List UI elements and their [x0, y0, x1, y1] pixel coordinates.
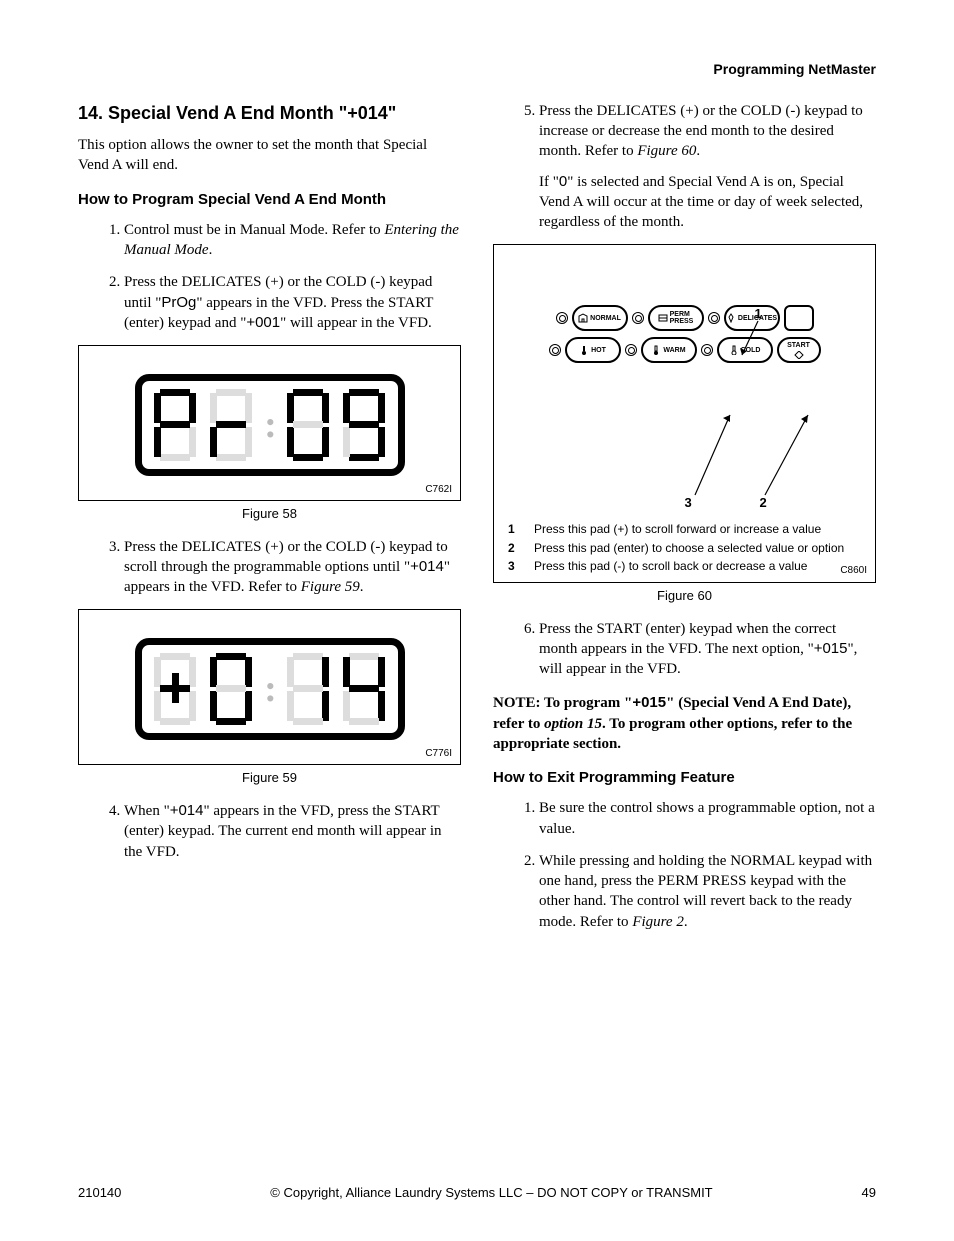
vfd-colon: : [264, 406, 275, 444]
exit-2-ref: Figure 2 [632, 914, 684, 930]
step-4: When "+014" appears in the VFD, press th… [124, 801, 461, 862]
step-5-indent-code: 0 [559, 173, 567, 190]
led-icon [549, 344, 561, 356]
seg-char-r [208, 389, 254, 461]
footer-mid: © Copyright, Alliance Laundry Systems LL… [270, 1184, 712, 1202]
step-2-text-c: " will appear in the VFD. [280, 315, 432, 331]
exit-step-1: Be sure the control shows a programmable… [539, 798, 876, 839]
subhead-exit: How to Exit Programming Feature [493, 768, 876, 788]
figure-58-caption: Figure 58 [78, 505, 461, 523]
figure-58-code: C762I [425, 483, 452, 497]
step-3-text-a: Press the DELICATES (+) or the COLD (-) … [124, 539, 448, 575]
step-1-text-a: Control must be in Manual Mode. Refer to [124, 222, 384, 238]
button-blank [784, 305, 814, 331]
callout-1: 1 [755, 305, 762, 323]
exit-2-b: . [684, 914, 688, 930]
seg-char-1 [285, 653, 331, 725]
step-5-text-a: Press the DELICATES (+) or the COLD (-) … [539, 103, 863, 160]
step-1-text-b: . [209, 242, 213, 258]
callout-2: 2 [760, 494, 767, 512]
note-code: +015 [632, 694, 666, 711]
led-icon [556, 312, 568, 324]
note-ref: option 15 [544, 716, 602, 732]
step-5-text-b: . [696, 143, 700, 159]
vfd-display-prog: : [135, 374, 405, 476]
seg-char-p [152, 389, 198, 461]
seg-char-4 [341, 653, 387, 725]
seg-char-g [341, 389, 387, 461]
led-icon [708, 312, 720, 324]
legend-num-2: 2 [508, 540, 522, 556]
button-normal: NORMAL [572, 305, 628, 331]
steps-list-right: Press the DELICATES (+) or the COLD (-) … [539, 101, 876, 233]
exit-step-2: While pressing and holding the NORMAL ke… [539, 851, 876, 932]
step-6-text-a: Press the START (enter) keypad when the … [539, 621, 836, 657]
step-3-code: +014 [410, 558, 444, 575]
led-icon [625, 344, 637, 356]
seg-char-o [285, 389, 331, 461]
steps-list-right-2: Press the START (enter) keypad when the … [539, 619, 876, 680]
step-2: Press the DELICATES (+) or the COLD (-) … [124, 272, 461, 333]
figure-60-caption: Figure 60 [493, 587, 876, 605]
steps-list-left-3: When "+014" appears in the VFD, press th… [124, 801, 461, 862]
step-1: Control must be in Manual Mode. Refer to… [124, 220, 461, 261]
left-column: 14. Special Vend A End Month "+014" This… [78, 101, 461, 944]
vfd-display-014: : [135, 638, 405, 740]
section-title: 14. Special Vend A End Month "+014" [106, 101, 461, 125]
step-5-indent: If "0" is selected and Special Vend A is… [539, 172, 876, 233]
step-5-ref: Figure 60 [637, 143, 696, 159]
right-column: Press the DELICATES (+) or the COLD (-) … [493, 101, 876, 944]
legend-text-2: Press this pad (enter) to choose a selec… [534, 540, 844, 556]
button-cold: COLD [717, 337, 773, 363]
step-5-indent-b: " is selected and Special Vend A is on, … [539, 174, 863, 231]
button-delicates: DELICATES [724, 305, 780, 331]
vfd-colon-2: : [264, 670, 275, 708]
button-hot: HOT [565, 337, 621, 363]
step-6-code: +015 [814, 640, 848, 657]
step-5-indent-a: If " [539, 174, 559, 190]
legend-text-3: Press this pad (-) to scroll back or dec… [534, 558, 807, 574]
note-a: NOTE: To program " [493, 695, 632, 711]
button-warm: WARM [641, 337, 697, 363]
seg-char-0 [208, 653, 254, 725]
step-4-code: +014 [170, 802, 204, 819]
step-4-text-a: When " [124, 803, 170, 819]
page-header: Programming NetMaster [78, 60, 876, 79]
footer-right: 49 [862, 1184, 876, 1202]
exit-steps: Be sure the control shows a programmable… [539, 798, 876, 932]
steps-list-left: Control must be in Manual Mode. Refer to… [124, 220, 461, 333]
button-perm-press: PERMPRESS [648, 305, 704, 331]
legend-num-3: 3 [508, 558, 522, 574]
footer-left: 210140 [78, 1184, 121, 1202]
step-5: Press the DELICATES (+) or the COLD (-) … [539, 101, 876, 233]
figure-58-box: : C762I [78, 345, 461, 501]
figure-59-caption: Figure 59 [78, 769, 461, 787]
step-3: Press the DELICATES (+) or the COLD (-) … [124, 537, 461, 598]
figure-60-code: C860I [840, 564, 867, 578]
legend-num-1: 1 [508, 521, 522, 537]
keypad-diagram: 1 NORMAL PERMPRESS DELICATES HOT WARM [520, 305, 850, 515]
step-3-text-c: . [360, 579, 364, 595]
legend-text-1: Press this pad (+) to scroll forward or … [534, 521, 821, 537]
steps-list-left-2: Press the DELICATES (+) or the COLD (-) … [124, 537, 461, 598]
button-start: START [777, 337, 821, 363]
page-footer: 210140 © Copyright, Alliance Laundry Sys… [78, 1184, 876, 1202]
note-text: NOTE: To program "+015" (Special Vend A … [493, 693, 876, 754]
callout-3: 3 [685, 494, 692, 512]
led-icon [632, 312, 644, 324]
figure-60-legend: 1 Press this pad (+) to scroll forward or… [508, 521, 861, 574]
figure-59-box: : C776I [78, 609, 461, 765]
subhead-program: How to Program Special Vend A End Month [78, 190, 461, 210]
step-2-code2: +001 [246, 314, 280, 331]
exit-2-a: While pressing and holding the NORMAL ke… [539, 853, 872, 930]
content-columns: 14. Special Vend A End Month "+014" This… [78, 101, 876, 944]
step-3-ref: Figure 59 [301, 579, 360, 595]
figure-59-code: C776I [425, 747, 452, 761]
intro-text: This option allows the owner to set the … [78, 135, 461, 176]
step-6: Press the START (enter) keypad when the … [539, 619, 876, 680]
led-icon [701, 344, 713, 356]
figure-60-box: 1 NORMAL PERMPRESS DELICATES HOT WARM [493, 244, 876, 583]
step-2-code1: PrOg [161, 294, 196, 311]
seg-char-plus [152, 653, 198, 725]
